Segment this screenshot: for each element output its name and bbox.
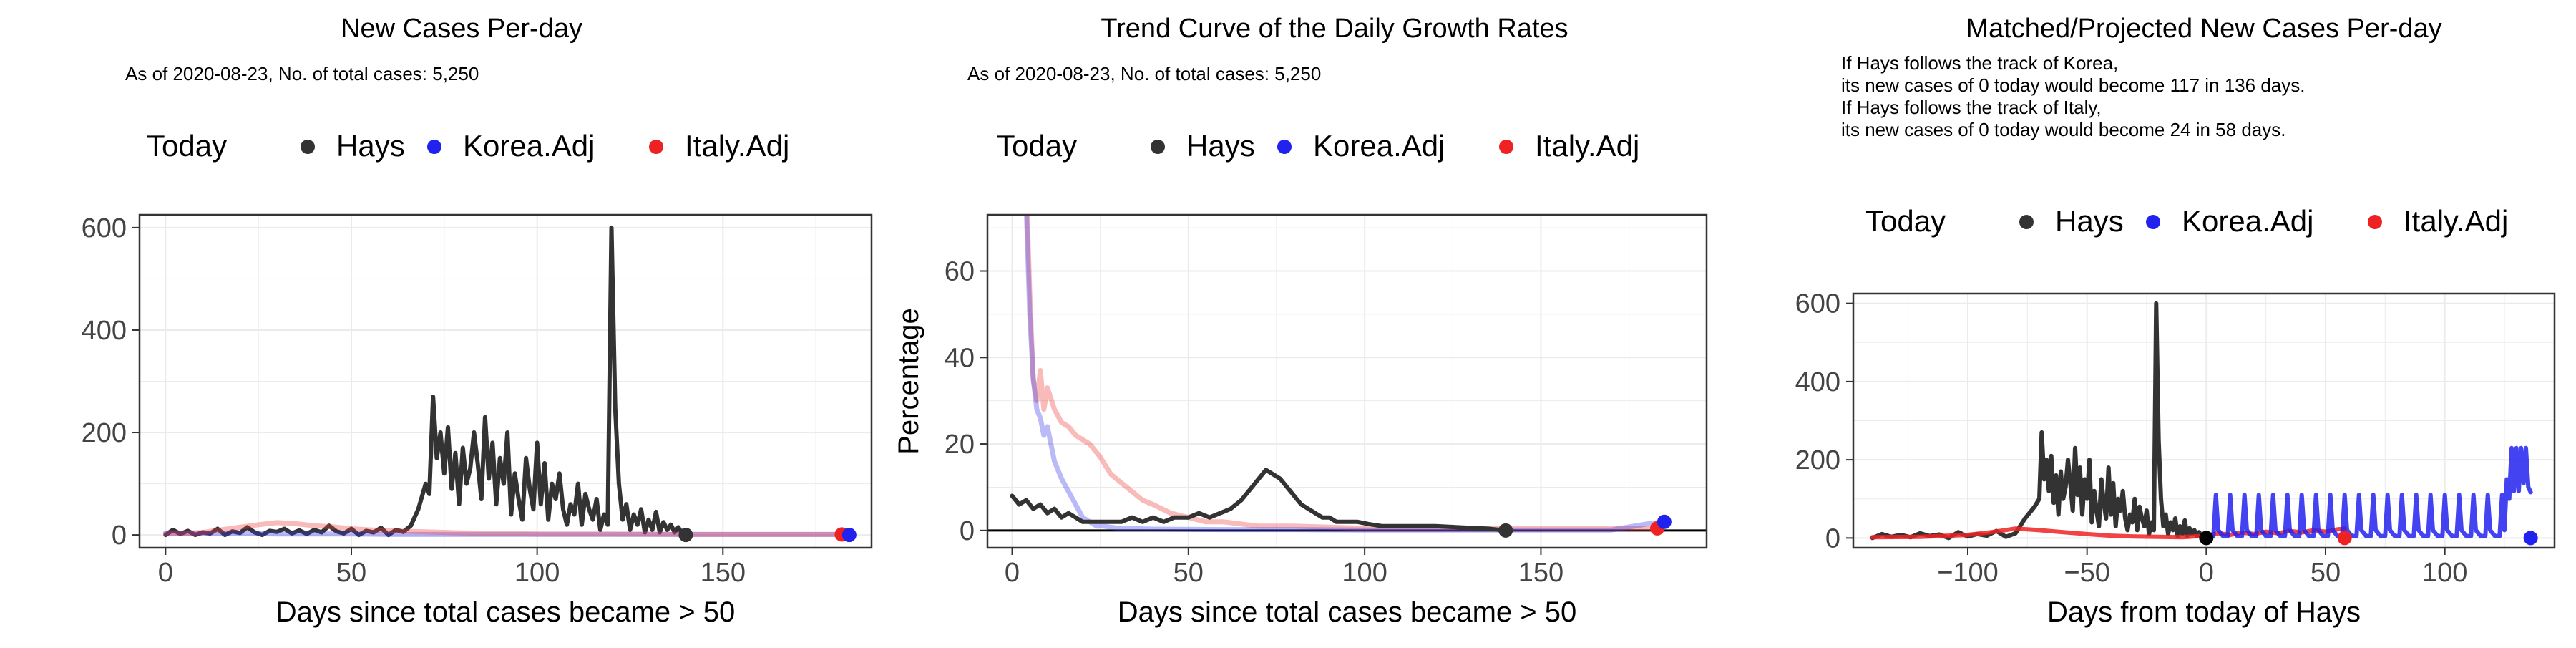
chart-title: Matched/Projected New Cases Per-day [1966,14,2441,44]
legend-label: Italy.Adj [1535,129,1639,163]
legend-key-italy-adj [649,140,663,154]
y-tick-label: 0 [112,521,127,551]
legend-key-korea-adj [2146,215,2160,229]
series-line-hays [1010,468,1508,533]
chart-3: Matched/Projected New Cases Per-day If Ha… [1795,14,2556,628]
legend-title: Today [997,129,1077,163]
y-tick-label: 0 [1825,523,1840,553]
legend-label: Italy.Adj [2404,204,2508,238]
annotation-line: If Hays follows the track of Korea, [1841,52,2118,74]
y-tick-label: 600 [82,213,127,243]
x-tick-label: 50 [336,558,366,588]
series-line-hays [1870,301,2209,541]
legend-label: Hays [1186,129,1255,163]
legend-key-hays [1151,140,1165,154]
chart-1: New Cases Per-day As of 2020-08-23, No. o… [82,14,873,628]
y-tick-label: 0 [960,516,975,546]
chart-title: New Cases Per-day [341,14,582,44]
endpoint-korea-adj [1657,514,1672,529]
x-tick-label: 100 [514,558,560,588]
x-tick-label: 50 [1174,558,1204,588]
endpoint-korea-adj [841,528,857,543]
y-tick-label: 40 [945,343,975,373]
legend-key-italy-adj [1499,140,1513,154]
legend-key-korea-adj [427,140,441,154]
y-tick-label: 600 [1795,289,1840,319]
x-tick-label: 100 [1342,558,1387,588]
endpoint-hays [2199,531,2214,546]
series-line-korea-adj [1024,215,1667,533]
annotation-line: If Hays follows the track of Italy, [1841,97,2102,118]
legend-key-hays [2019,215,2034,229]
plot-border [986,213,1708,549]
legend: Today Hays Korea.Adj Italy.Adj [147,129,789,163]
y-tick-label: 400 [1795,367,1840,397]
legend-label: Hays [2055,204,2124,238]
series-group [1010,215,1667,533]
x-axis-label: Days since total cases became > 50 [276,596,735,628]
series-line-italy-adj [162,520,844,537]
series-line-italy-adj [1025,215,1660,531]
legend-label: Italy.Adj [685,129,789,163]
legend: Today Hays Korea.Adj Italy.Adj [1865,204,2508,238]
series-group [1870,301,2533,541]
x-tick-label: 0 [2199,558,2214,588]
x-axis-label: Days from today of Hays [2047,596,2361,628]
plot-border [138,213,873,549]
y-tick-label: 400 [82,316,127,346]
legend-label: Hays [336,129,405,163]
x-tick-label: 150 [701,558,746,588]
x-axis-label: Days since total cases became > 50 [1118,596,1576,628]
endpoint-italy-adj [2337,531,2352,546]
series-line-korea-adj [2204,445,2533,541]
y-axis-label: Percentage [893,308,924,455]
chart-subtitle: As of 2020-08-23, No. of total cases: 5,… [967,63,1321,84]
x-tick-label: 50 [2311,558,2341,588]
legend-label: Korea.Adj [1313,129,1445,163]
plot-panel [987,215,1707,548]
endpoint-hays [1498,523,1513,538]
y-tick-label: 200 [1795,445,1840,475]
endpoint-hays [678,528,693,543]
legend-key-korea-adj [1277,140,1292,154]
legend-label: Korea.Adj [2182,204,2313,238]
x-tick-label: −100 [1937,558,1999,588]
chart-subtitle: As of 2020-08-23, No. of total cases: 5,… [125,63,479,84]
annotation-line: its new cases of 0 today would become 11… [1841,74,2305,96]
plot-border [1852,292,2556,549]
legend: Today Hays Korea.Adj Italy.Adj [997,129,1639,163]
legend-label: Korea.Adj [463,129,595,163]
endpoint-korea-adj [2523,531,2538,546]
x-tick-label: 100 [2422,558,2467,588]
x-tick-label: −50 [2064,558,2109,588]
legend-key-italy-adj [2368,215,2382,229]
y-tick-label: 20 [945,430,975,460]
x-tick-label: 0 [158,558,173,588]
series-line-hays [163,225,688,538]
legend-key-hays [301,140,315,154]
x-tick-label: 0 [1005,558,1020,588]
series-group [162,225,849,538]
y-tick-label: 200 [82,418,127,448]
y-tick-label: 60 [945,257,975,287]
chart-title: Trend Curve of the Daily Growth Rates [1101,14,1568,44]
legend-title: Today [147,129,227,163]
annotation-line: its new cases of 0 today would become 24… [1841,119,2285,140]
x-tick-label: 150 [1518,558,1563,588]
chart-2: Trend Curve of the Daily Growth Rates As … [893,14,1708,628]
series-line-korea-adj [162,530,849,538]
legend-title: Today [1865,204,1946,238]
